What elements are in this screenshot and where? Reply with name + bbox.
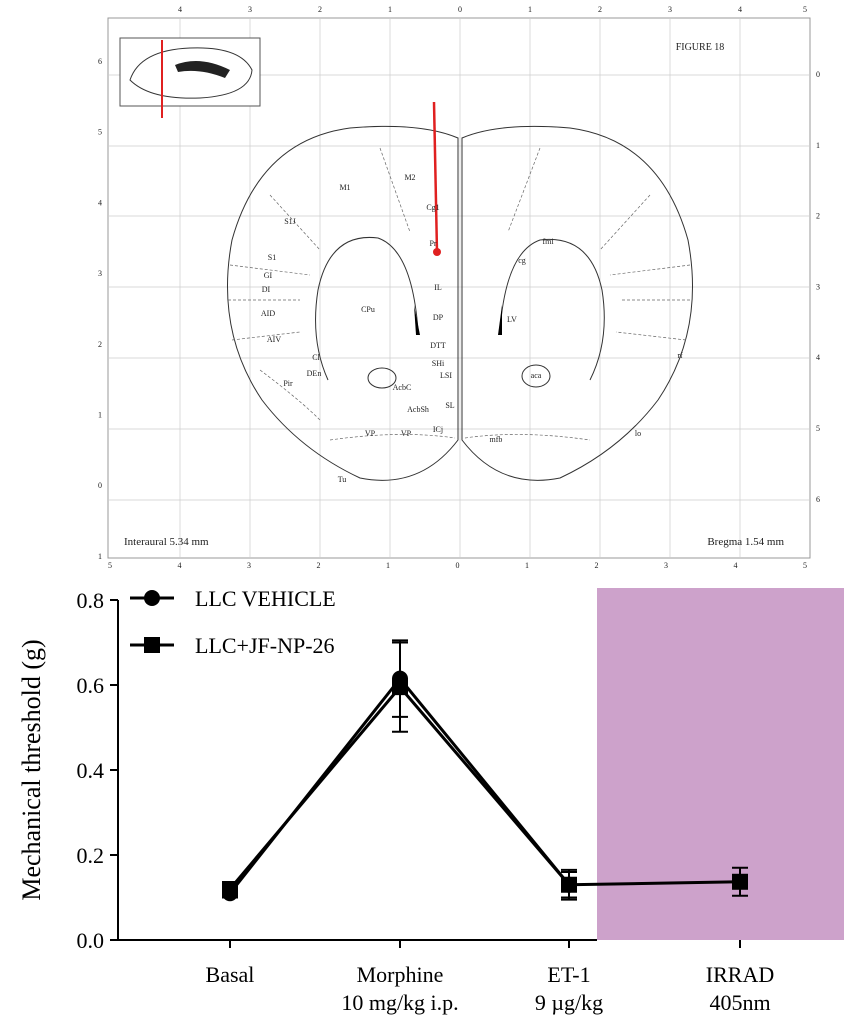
y-tick-label: 0.0 [77,928,105,953]
region-label: VP [365,429,376,438]
atlas-scale: 2 [317,561,321,570]
y-tick-label: 0.6 [77,673,105,698]
inset [120,38,260,118]
atlas-scale: 3 [668,5,672,14]
chart: 0.0 0.2 0.4 0.6 0.8 Mechanical threshold (g) B… [17,586,844,1015]
atlas-scale: 5 [803,5,807,14]
atlas-scale: 6 [816,495,820,504]
legend-label: LLC VEHICLE [195,586,336,611]
region-label: rf [677,351,683,360]
region-label: AID [261,309,275,318]
region-label: M2 [404,173,415,182]
atlas-scale: 4 [738,5,742,14]
atlas-scale: 1 [388,5,392,14]
atlas-scale: 4 [816,353,820,362]
region-label: S1J [284,217,296,226]
atlas-scale: 3 [248,5,252,14]
region-label: Tu [338,475,347,484]
region-label: IL [434,283,442,292]
x-tick-label: Morphine [357,962,444,987]
atlas-scale: 6 [98,57,102,66]
atlas-scale: 5 [803,561,807,570]
y-tick-label: 0.4 [77,758,105,783]
atlas-scale: 1 [525,561,529,570]
figure: FIGURE 18 Interaural 5.34 mm Bregma 1.54… [0,0,844,1020]
y-tick-label: 0.8 [77,588,105,613]
region-label: LSI [440,371,452,380]
x-tick-sublabel: 405nm [709,990,770,1015]
atlas-scale: 1 [528,5,532,14]
region-label: AIV [267,335,281,344]
region-label: CPu [361,305,375,314]
atlas-scale: 2 [98,340,102,349]
region-label: LV [507,315,517,324]
atlas: FIGURE 18 Interaural 5.34 mm Bregma 1.54… [108,18,810,558]
data-point [561,877,577,893]
atlas-scale: 2 [816,212,820,221]
atlas-scale: 3 [247,561,251,570]
x-tick-label: ET-1 [547,962,590,987]
atlas-scale: 1 [816,141,820,150]
region-label: SL [445,401,454,410]
region-label: lo [635,429,641,438]
region-label: VP [401,429,412,438]
atlas-scale: 2 [318,5,322,14]
atlas-scale: 1 [386,561,390,570]
region-label: cg [518,256,526,265]
atlas-scale: 1 [98,411,102,420]
data-point [222,881,238,897]
atlas-scale: 0 [456,561,460,570]
atlas-scale: 4 [734,561,738,570]
atlas-scale: 5 [816,424,820,433]
region-label: Cl [312,353,320,362]
region-label: M1 [339,183,350,192]
region-label: DEn [307,369,322,378]
figure-label: FIGURE 18 [676,42,725,53]
region-label: DTT [430,341,446,350]
atlas-scale: 2 [595,561,599,570]
x-tick-sublabel: 9 µg/kg [535,990,603,1015]
data-point [392,679,408,695]
region-label: S1 [268,253,276,262]
atlas-scale: 4 [178,561,182,570]
legend-label: LLC+JF-NP-26 [195,633,335,658]
atlas-scale: 5 [98,128,102,137]
region-label: DP [433,313,444,322]
x-tick-label: Basal [206,962,255,987]
region-label: SHi [432,359,445,368]
y-tick-label: 0.2 [77,843,105,868]
region-label: AcbSh [407,405,429,414]
region-label: Pir [283,379,293,388]
legend-marker [144,637,160,653]
region-label: Cg1 [426,203,439,212]
region-label: fmi [542,237,554,246]
bregma: Bregma 1.54 mm [707,536,784,548]
highlight-region [597,588,844,940]
region-label: mfb [490,435,503,444]
x-tick-label: IRRAD [706,962,774,987]
atlas-scale: 0 [816,70,820,79]
legend-marker [144,590,160,606]
region-label: aca [531,371,542,380]
region-label: Pr [429,239,436,248]
atlas-scale: 0 [458,5,462,14]
atlas-scale: 3 [816,282,820,291]
x-tick-sublabel: 10 mg/kg i.p. [341,990,458,1015]
atlas-scale: 5 [108,561,112,570]
probe-tip [433,248,441,256]
region-label: ICj [433,425,443,434]
data-point [732,874,748,890]
atlas-scale: 3 [98,269,102,278]
atlas-scale: 4 [178,5,182,14]
atlas-scale: 0 [98,481,102,490]
atlas-scale: 1 [98,552,102,561]
interaural: Interaural 5.34 mm [124,536,209,548]
region-label: DI [262,285,271,294]
atlas-scale: 3 [664,561,668,570]
region-label: GI [264,271,273,280]
atlas-scale: 4 [98,198,102,207]
atlas-scale: 2 [598,5,602,14]
region-label: AcbC [393,383,412,392]
y-axis-label: Mechanical threshold (g) [17,639,46,900]
